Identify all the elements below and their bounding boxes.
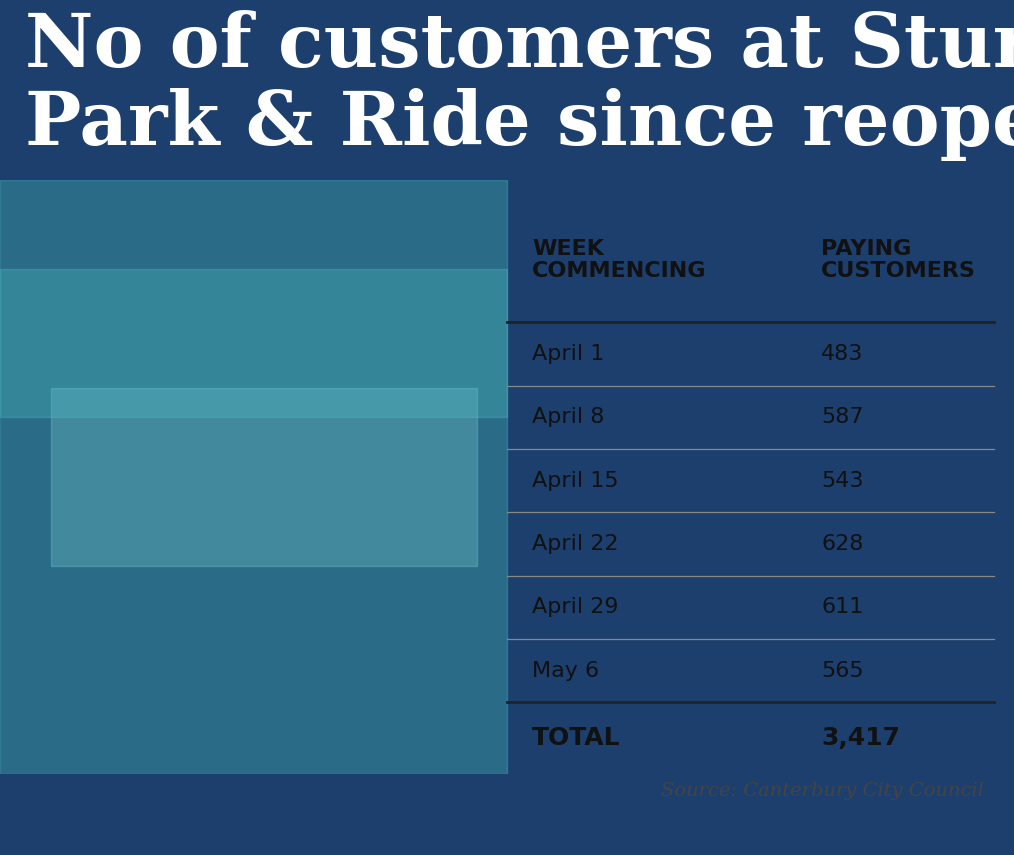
Text: April 22: April 22: [532, 534, 619, 554]
Text: PAYING
CUSTOMERS: PAYING CUSTOMERS: [821, 239, 976, 280]
Text: 483: 483: [821, 344, 864, 364]
Text: April 29: April 29: [532, 598, 619, 617]
Text: 587: 587: [821, 407, 864, 428]
Bar: [0, 268, 507, 417]
Text: April 15: April 15: [532, 470, 619, 491]
Text: 565: 565: [821, 661, 864, 681]
Text: 3,417: 3,417: [821, 726, 900, 750]
Bar: [51, 387, 477, 566]
Text: No of customers at Sturry
Park & Ride since reopening: No of customers at Sturry Park & Ride si…: [25, 10, 1014, 162]
Text: April 1: April 1: [532, 344, 604, 364]
Text: 628: 628: [821, 534, 864, 554]
Text: 611: 611: [821, 598, 864, 617]
Text: Source: Canterbury City Council: Source: Canterbury City Council: [661, 781, 984, 800]
Text: April 8: April 8: [532, 407, 604, 428]
Bar: [0, 180, 507, 774]
Text: TOTAL: TOTAL: [532, 726, 621, 750]
Text: 543: 543: [821, 470, 864, 491]
Text: WEEK
COMMENCING: WEEK COMMENCING: [532, 239, 707, 280]
Text: May 6: May 6: [532, 661, 599, 681]
